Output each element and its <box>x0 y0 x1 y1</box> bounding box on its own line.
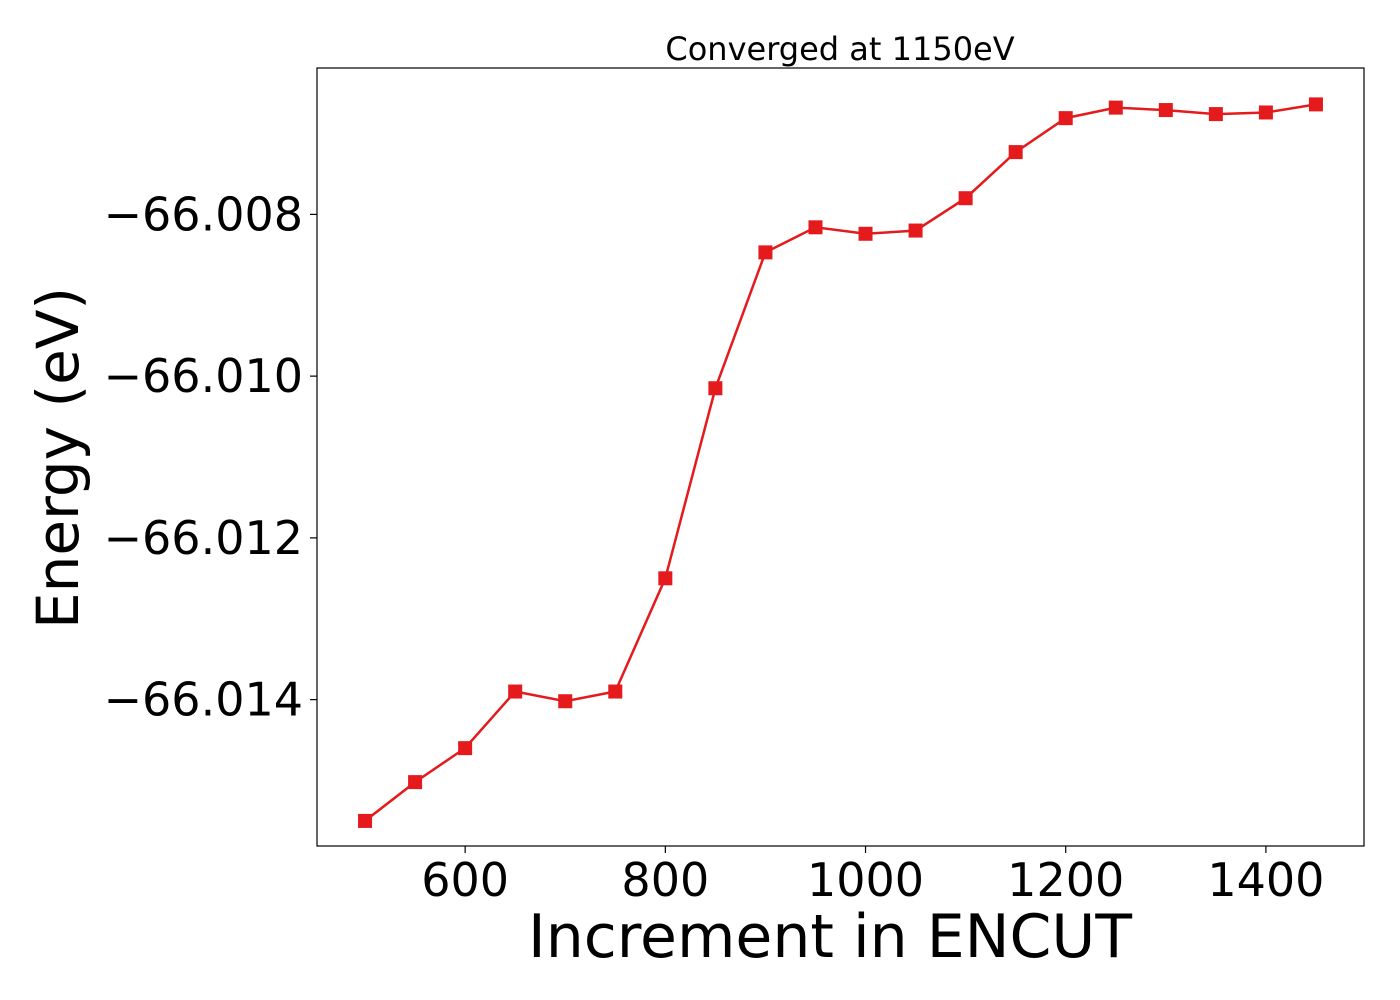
data-point <box>1108 100 1123 115</box>
x-tick-label: 1200 <box>1007 853 1124 907</box>
y-tick-label: −66.014 <box>104 673 304 727</box>
chart-title: Converged at 1150eV <box>665 30 1014 68</box>
x-tick-label: 1000 <box>807 853 924 907</box>
y-tick-label: −66.008 <box>104 187 304 241</box>
data-point <box>508 684 523 699</box>
data-point <box>408 775 423 790</box>
x-tick-label: 600 <box>421 853 509 907</box>
data-point <box>1158 103 1173 118</box>
data-point <box>708 381 723 396</box>
y-tick-label: −66.012 <box>104 511 304 565</box>
x-axis-ticks: 600 800 1000 1200 1400 <box>421 846 1324 907</box>
data-point <box>1208 107 1223 122</box>
data-point <box>758 245 773 260</box>
data-point <box>608 684 623 699</box>
data-point <box>858 226 873 241</box>
data-point <box>908 223 923 238</box>
y-tick-label: −66.010 <box>104 349 304 403</box>
y-axis-ticks: −66.008 −66.010 −66.012 −66.014 <box>104 187 317 727</box>
x-axis-label: Increment in ENCUT <box>528 902 1132 972</box>
data-point <box>1258 105 1273 120</box>
data-point <box>1008 145 1023 160</box>
series-line <box>364 103 1317 822</box>
data-point <box>1308 97 1323 112</box>
y-axis-label: Energy (eV) <box>24 287 92 629</box>
data-point <box>558 694 573 709</box>
data-point <box>958 191 973 206</box>
plot-frame <box>316 67 1365 847</box>
data-point <box>808 220 823 235</box>
x-tick-label: 1400 <box>1207 853 1324 907</box>
data-point <box>1058 111 1073 126</box>
data-point <box>358 813 373 828</box>
data-point <box>658 571 673 586</box>
data-series <box>358 97 1323 828</box>
x-tick-label: 800 <box>621 853 709 907</box>
data-point <box>458 741 473 756</box>
